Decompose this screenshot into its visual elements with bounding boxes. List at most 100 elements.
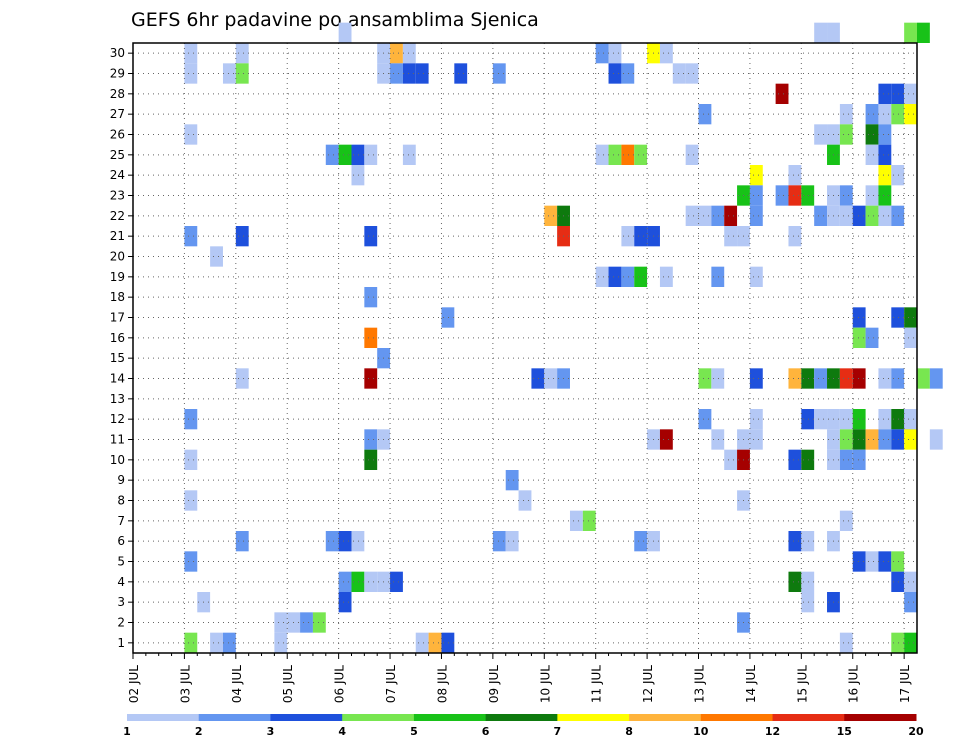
legend-label: 3 bbox=[267, 725, 275, 738]
data-cell bbox=[621, 144, 635, 165]
data-cell bbox=[235, 368, 249, 389]
data-cell bbox=[852, 205, 866, 226]
data-cell bbox=[852, 551, 866, 572]
data-cell bbox=[659, 43, 673, 64]
data-cell bbox=[788, 226, 802, 247]
y-tick-label: 27 bbox=[110, 107, 125, 121]
data-cell bbox=[788, 449, 802, 470]
data-cell bbox=[904, 104, 917, 125]
data-cell bbox=[274, 632, 288, 653]
data-cell bbox=[878, 144, 892, 165]
data-cell bbox=[235, 531, 249, 552]
data-cell bbox=[878, 83, 892, 104]
data-cell bbox=[698, 409, 712, 430]
x-tick-label: 12 JUL bbox=[641, 665, 655, 703]
x-tick-label: 17 JUL bbox=[898, 665, 912, 703]
y-tick-label: 15 bbox=[110, 351, 125, 365]
data-cell bbox=[711, 205, 725, 226]
data-cell bbox=[222, 632, 236, 653]
data-cell bbox=[865, 124, 879, 145]
x-tick-label: 07 JUL bbox=[384, 665, 398, 703]
y-tick-label: 20 bbox=[110, 250, 125, 264]
data-cell bbox=[724, 205, 738, 226]
y-tick-label: 3 bbox=[117, 595, 125, 609]
data-cell bbox=[839, 185, 853, 206]
data-cell bbox=[621, 266, 635, 287]
data-cell bbox=[582, 510, 596, 531]
data-cell bbox=[390, 43, 403, 64]
data-cell bbox=[505, 470, 519, 491]
data-cell bbox=[505, 531, 519, 552]
legend-swatch bbox=[270, 714, 343, 721]
data-cell bbox=[852, 368, 866, 389]
legend-label: 8 bbox=[625, 725, 633, 738]
data-cell bbox=[878, 124, 892, 145]
legend-label: 5 bbox=[410, 725, 418, 738]
legend-swatch bbox=[844, 714, 917, 721]
data-cells bbox=[184, 22, 943, 653]
data-cell bbox=[390, 571, 403, 592]
y-tick-label: 23 bbox=[110, 189, 125, 203]
legend-label: 12 bbox=[765, 725, 780, 738]
data-cell bbox=[184, 632, 198, 653]
data-cell bbox=[672, 63, 686, 84]
data-cell bbox=[364, 429, 378, 450]
y-tick-label: 7 bbox=[117, 514, 125, 528]
data-cell bbox=[544, 368, 558, 389]
legend-swatch bbox=[485, 714, 558, 721]
y-tick-label: 9 bbox=[117, 473, 125, 487]
y-tick-label: 21 bbox=[110, 229, 125, 243]
data-cell bbox=[711, 368, 725, 389]
legend-swatch bbox=[629, 714, 702, 721]
data-cell bbox=[235, 226, 249, 247]
data-cell bbox=[685, 205, 699, 226]
data-cell bbox=[891, 165, 905, 186]
data-cell bbox=[891, 551, 905, 572]
data-cell bbox=[865, 205, 879, 226]
data-cell bbox=[891, 205, 905, 226]
data-cell bbox=[184, 124, 198, 145]
data-cell bbox=[634, 531, 648, 552]
data-cell bbox=[634, 226, 648, 247]
data-cell bbox=[325, 144, 339, 165]
y-tick-label: 4 bbox=[117, 575, 125, 589]
data-cell bbox=[801, 185, 815, 206]
data-cell bbox=[904, 327, 917, 348]
data-cell bbox=[364, 144, 378, 165]
x-tick-label: 14 JUL bbox=[744, 665, 758, 703]
data-cell bbox=[904, 632, 917, 653]
data-cell bbox=[904, 22, 917, 43]
data-cell bbox=[788, 368, 802, 389]
data-cell bbox=[415, 632, 429, 653]
data-cell bbox=[608, 63, 622, 84]
data-cell bbox=[878, 409, 892, 430]
data-cell bbox=[300, 612, 313, 633]
data-cell bbox=[839, 429, 853, 450]
data-cell bbox=[788, 571, 802, 592]
data-cell bbox=[184, 63, 198, 84]
data-cell bbox=[839, 449, 853, 470]
data-cell bbox=[351, 144, 365, 165]
data-cell bbox=[441, 632, 455, 653]
legend-label: 10 bbox=[693, 725, 709, 738]
y-tick-label: 12 bbox=[110, 412, 125, 426]
y-tick-label: 17 bbox=[110, 311, 125, 325]
x-tick-label: 11 JUL bbox=[590, 665, 604, 703]
data-cell bbox=[364, 287, 378, 308]
data-cell bbox=[929, 368, 943, 389]
data-cell bbox=[788, 185, 802, 206]
data-cell bbox=[608, 266, 622, 287]
data-cell bbox=[839, 368, 853, 389]
data-cell bbox=[325, 531, 339, 552]
legend-swatch bbox=[198, 714, 271, 721]
data-cell bbox=[698, 368, 712, 389]
data-cell bbox=[184, 449, 198, 470]
data-cell bbox=[839, 510, 853, 531]
data-cell bbox=[904, 307, 917, 328]
data-cell bbox=[531, 368, 545, 389]
data-cell bbox=[865, 104, 879, 125]
data-cell bbox=[852, 409, 866, 430]
data-cell bbox=[891, 307, 905, 328]
data-cell bbox=[839, 104, 853, 125]
